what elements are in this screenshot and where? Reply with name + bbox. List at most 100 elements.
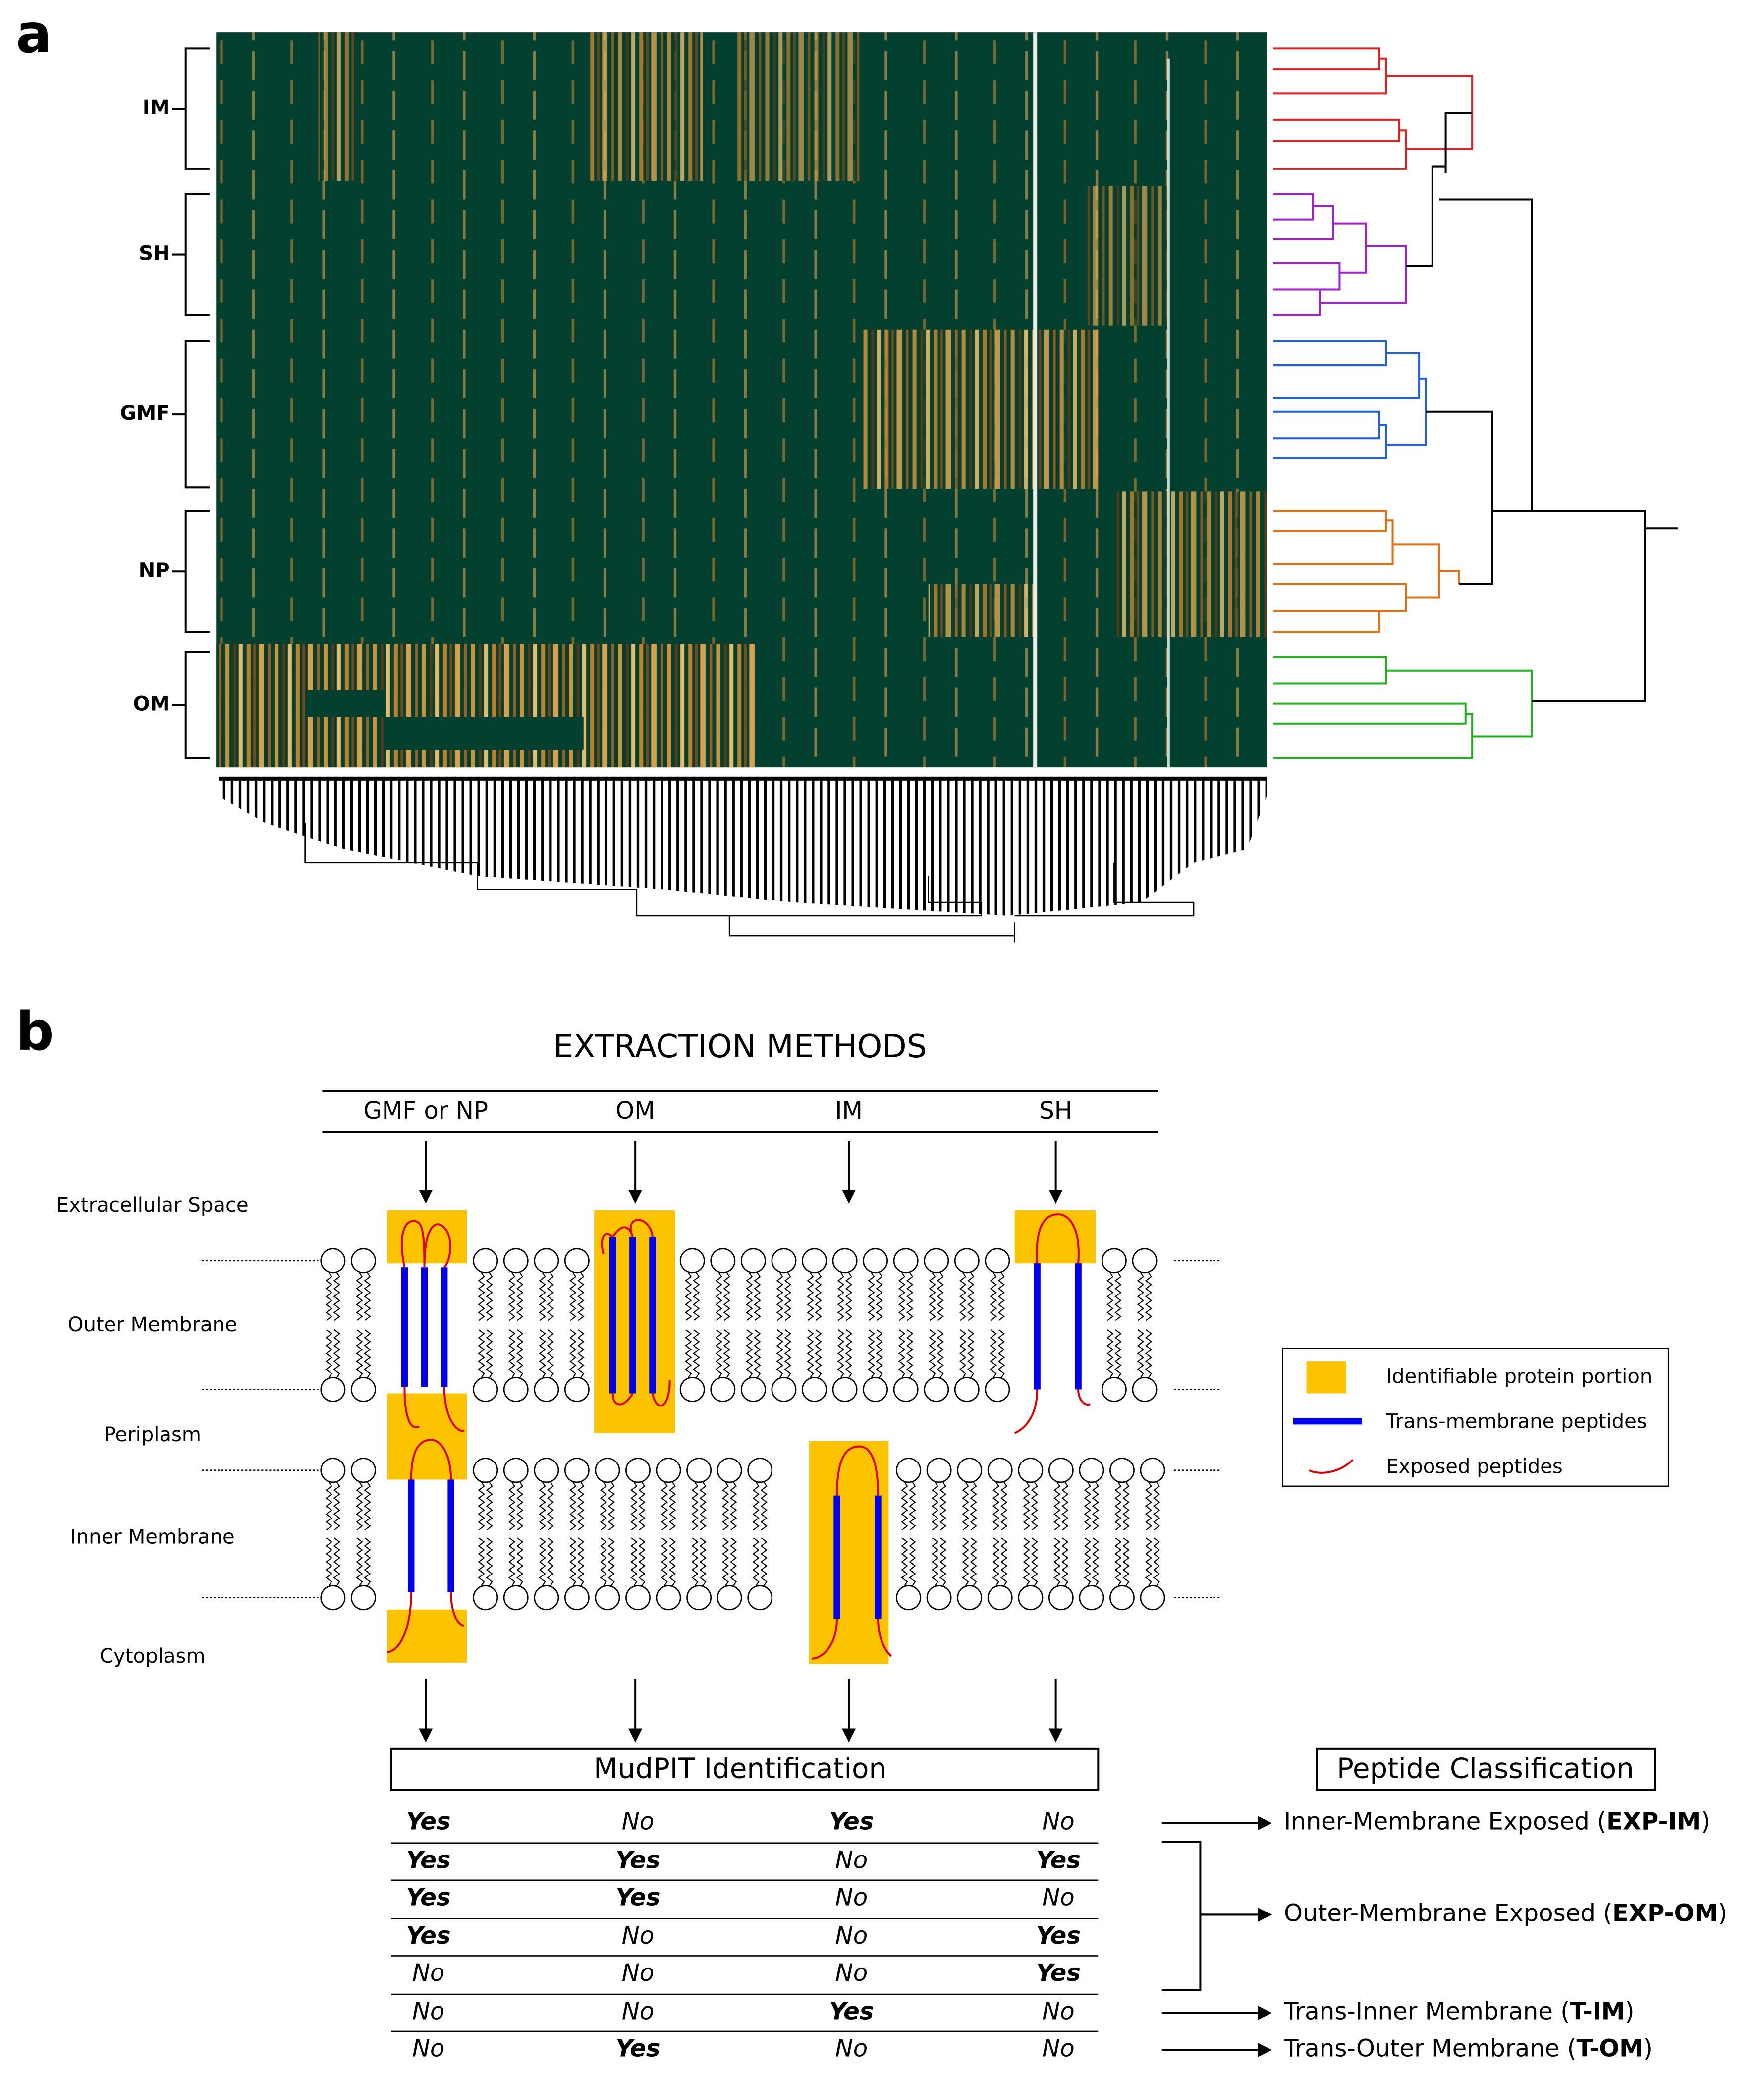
lipid-head [564,1458,590,1483]
legend-swatch [1306,1361,1346,1394]
lipid-head [740,1377,766,1402]
lipid-head [503,1585,529,1611]
table-cell: No [835,2034,868,2062]
lipid-tail [967,1329,975,1378]
heatmap-block [590,32,703,181]
lipid-tail [909,1482,916,1531]
lipid-tail [539,1482,546,1531]
proteins [387,1210,1096,1664]
heatmap-block [318,32,356,181]
lipid-head [473,1585,498,1611]
compartment-label: Outer Membrane [68,1313,237,1336]
lipid-tail [1114,1329,1122,1378]
lipid-tail [723,1272,730,1321]
lipid-tail [939,1537,947,1586]
lipid-head [924,1248,949,1274]
lipid-head [534,1248,559,1274]
box [1316,1747,1656,1791]
table-cell: No [1042,2034,1075,2062]
table-cell: No [622,1998,655,2025]
compartment-label: Extracellular Space [56,1194,249,1217]
tm-peptides [401,1237,1082,1619]
heatmap [216,32,1267,768]
compartment-label: Cytoplasm [100,1645,205,1668]
lipid-head [473,1248,498,1274]
lipid-head [1109,1585,1135,1611]
column-dendrogram [219,776,1267,943]
membranes: Extracellular Space Outer Membrane Peripla… [56,1097,1220,1743]
table: Yes No Yes No Yes Yes No Yes Yes Yes No No Yes No No Ye… [391,1808,1727,2062]
lipid-tail [1053,1482,1061,1531]
panel-label: b [16,1001,54,1063]
lipid-tail [997,1272,1005,1321]
classification-end: ) [1643,2034,1653,2062]
lipid-head [534,1458,559,1483]
lipid-tail [356,1272,363,1321]
lipid-head [686,1585,712,1611]
classification-name: Trans-Outer Membrane ( [1283,2034,1576,2062]
lipid-tail [607,1482,615,1531]
lipid-tail [486,1537,493,1586]
lipid-tail [752,1482,760,1531]
lipid-head [564,1248,590,1274]
table-cell: No [835,1883,868,1911]
lipid-tail [715,1329,722,1378]
heatmap-block [1087,186,1167,326]
lipid-tail [898,1329,906,1378]
panel-label: a [16,3,52,65]
lipid-tail [569,1482,577,1531]
lipid-head [320,1248,346,1274]
heatmap-block [305,690,385,717]
lipid-tail [962,1537,969,1586]
lipid-tail [1145,1329,1153,1378]
lipid-tail [508,1329,516,1378]
row-group-label: OM [133,692,170,715]
lipid-head [320,1585,346,1611]
classification-end: ) [1625,1998,1635,2025]
table-cell: Yes [615,1883,660,1911]
lipid-head [747,1458,773,1483]
lipid-tail [1053,1537,1061,1586]
lipid-tail [1061,1482,1069,1531]
lipid-tail [668,1537,676,1586]
lipid-tail [723,1329,730,1378]
lipid-head [625,1585,651,1611]
lipid-head [740,1248,766,1274]
lipid-head [893,1377,919,1402]
table-cell: Yes [406,1846,451,1874]
lipid-head [717,1585,742,1611]
lipid-tail [547,1272,554,1321]
table-cell: Yes [1036,1922,1081,1950]
lipid-tail [1061,1537,1069,1586]
table-cell: Yes [615,2034,660,2062]
lipid-tail [997,1329,1005,1378]
classification-end: ) [1701,1808,1710,1836]
lipid-tail [478,1272,485,1321]
table-cell: No [622,1959,655,1987]
lipid-head [625,1458,651,1483]
lipid-tail [325,1482,332,1531]
heatmap-block [736,32,862,181]
classification: Inner-Membrane Exposed (EXP-IM) [1284,1808,1710,1836]
lipid-tail [1145,1482,1153,1531]
lipid-tail [730,1482,737,1531]
lipid-tail [661,1482,668,1531]
lipid-tail [868,1272,875,1321]
table-cell: No [622,1808,655,1836]
classification: Outer-Membrane Exposed (EXP-OM) [1284,1899,1727,1927]
classification-title: Peptide Classification [1337,1752,1634,1785]
lipid-head [1101,1248,1127,1274]
lipid-head [863,1377,888,1402]
lipid-head [656,1585,681,1611]
lipid-tail [1092,1482,1100,1531]
classification-end: ) [1718,1899,1727,1927]
legend-label: Trans-membrane peptides [1385,1410,1647,1433]
method-label: IM [835,1097,863,1125]
lipid-tail [364,1482,371,1531]
lipid-tail [760,1482,768,1531]
lipid-tail [760,1537,768,1586]
method-label: GMF or NP [363,1097,488,1125]
lipid-tail [715,1272,722,1321]
lipid-tail [730,1537,737,1586]
lipid-tail [1145,1272,1153,1321]
